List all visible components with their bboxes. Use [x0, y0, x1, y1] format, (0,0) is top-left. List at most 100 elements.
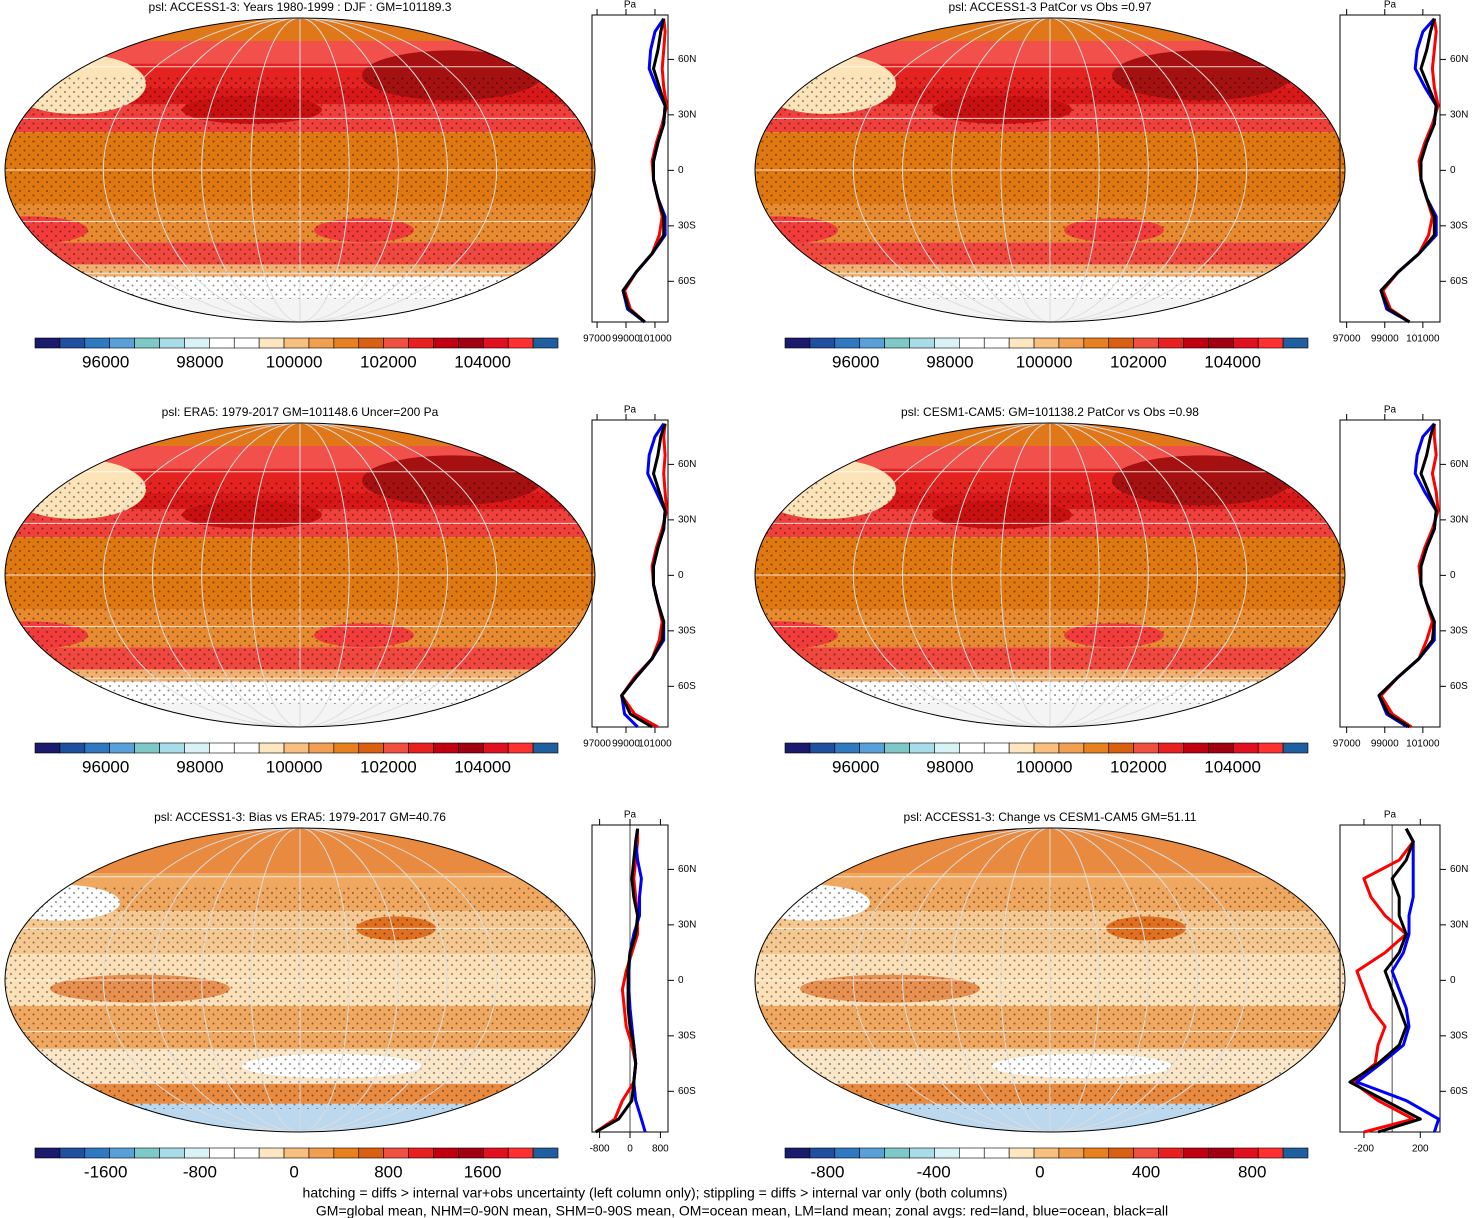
colorbar-box — [482, 742, 509, 754]
y-tick-label: 0 — [1450, 570, 1456, 581]
zonal-line — [1351, 827, 1415, 1134]
colorbar-box — [1008, 1147, 1035, 1159]
colorbar-label: 102000 — [360, 352, 417, 371]
map-meridian — [951, 828, 1149, 1132]
y-tick-label: 30S — [678, 1030, 696, 1041]
colorbar-box — [84, 1147, 111, 1159]
x-tick-label: 97000 — [1333, 739, 1361, 750]
colorbar-box — [959, 742, 985, 754]
colorbar-box — [233, 1147, 260, 1159]
colorbar-label: 104000 — [1204, 352, 1261, 371]
x-axis-label: Pa — [1384, 0, 1397, 11]
colorbar-label: 100000 — [266, 757, 323, 776]
colorbar-box — [1008, 742, 1035, 754]
colorbar-box — [308, 337, 335, 349]
y-tick-label: 0 — [678, 975, 684, 986]
colorbar-box — [1257, 742, 1284, 754]
colorbar-box — [1008, 337, 1035, 349]
colorbar-box — [1158, 337, 1184, 349]
x-tick-label: 99000 — [612, 334, 640, 345]
zonal-line — [1381, 18, 1440, 324]
colorbar-label: 96000 — [832, 352, 879, 371]
colorbar-box — [1083, 1147, 1110, 1159]
colorbar-box — [1108, 742, 1134, 754]
colorbar-box — [834, 742, 861, 754]
colorbar-box — [1232, 1147, 1259, 1159]
colorbar-box — [884, 337, 910, 349]
y-tick-label: 0 — [1450, 975, 1456, 986]
x-tick-label: 101000 — [638, 334, 672, 345]
colorbar-box — [283, 337, 310, 349]
zonal-line — [620, 423, 667, 729]
y-tick-label: 60N — [1450, 54, 1468, 65]
y-tick-label: 60S — [1450, 276, 1468, 287]
colorbar-label: 102000 — [360, 757, 417, 776]
zonal-line — [1379, 423, 1440, 729]
colorbar-box — [1033, 337, 1060, 349]
colorbar-label: 100000 — [266, 352, 323, 371]
colorbar-box — [909, 1147, 935, 1159]
colorbar-box — [884, 1147, 910, 1159]
zonal-line — [1348, 827, 1422, 1134]
colorbar-label: 96000 — [82, 757, 129, 776]
colorbar-label: 102000 — [1110, 757, 1167, 776]
colorbar-box — [308, 1147, 335, 1159]
colorbar-label: 400 — [1132, 1162, 1160, 1181]
colorbar-box — [1232, 337, 1259, 349]
colorbar-label: 98000 — [926, 352, 973, 371]
colorbar-box — [1183, 742, 1209, 754]
map-meridian — [902, 423, 1198, 727]
x-tick-label: 800 — [652, 1144, 669, 1155]
colorbar-box — [59, 1147, 86, 1159]
colorbar-box — [1058, 337, 1085, 349]
colorbar-box — [34, 337, 61, 349]
colorbar-box — [809, 337, 836, 349]
x-axis-label: Pa — [624, 405, 637, 416]
colorbar-box — [1133, 742, 1159, 754]
zonal-line — [620, 423, 669, 729]
colorbar-box — [383, 742, 409, 754]
colorbar-box — [1108, 1147, 1134, 1159]
panel-title: psl: ACCESS1-3 PatCor vs Obs =0.97 — [948, 0, 1151, 14]
colorbar-box — [84, 337, 111, 349]
colorbar-box — [909, 742, 935, 754]
zonal-frame — [1339, 14, 1441, 323]
map-meridian — [1000, 828, 1100, 1132]
colorbar-box — [109, 742, 135, 754]
y-tick-label: 60S — [1450, 681, 1468, 692]
panel-title: psl: ERA5: 1979-2017 GM=101148.6 Uncer=2… — [162, 405, 439, 419]
x-tick-label: 0 — [627, 1144, 633, 1155]
colorbar-box — [784, 1147, 811, 1159]
y-tick-label: 30S — [1450, 625, 1468, 636]
panel-title: psl: ACCESS1-3: Change vs CESM1-CAM5 GM=… — [904, 810, 1197, 824]
colorbar-box — [784, 742, 811, 754]
map-meridian — [951, 423, 1149, 727]
map-meridian — [1000, 18, 1100, 322]
colorbar-box — [532, 1147, 559, 1159]
colorbar-label: 104000 — [454, 757, 511, 776]
colorbar-box — [1208, 742, 1234, 754]
colorbar-label: 104000 — [1204, 757, 1261, 776]
x-tick-label: -200 — [1354, 1144, 1374, 1155]
colorbar-box — [433, 1147, 459, 1159]
colorbar-box — [258, 1147, 285, 1159]
colorbar-box — [1257, 337, 1284, 349]
footer-line: hatching = diffs > internal var+obs unce… — [303, 1185, 1008, 1201]
colorbar-box — [983, 742, 1010, 754]
colorbar-box — [1108, 337, 1134, 349]
panel: psl: ERA5: 1979-2017 GM=101148.6 Uncer=2… — [4, 405, 696, 776]
colorbar-box — [59, 742, 86, 754]
map-border — [4, 17, 596, 323]
colorbar-box — [482, 1147, 509, 1159]
y-tick-label: 30N — [678, 515, 696, 526]
colorbar-label: 0 — [1035, 1162, 1044, 1181]
map — [755, 828, 1345, 1132]
x-axis-label: Pa — [1384, 810, 1397, 821]
zonal-line — [1379, 18, 1438, 324]
map-meridian — [902, 18, 1198, 322]
colorbar-box — [532, 337, 559, 349]
map — [755, 423, 1345, 727]
colorbar-box — [934, 1147, 960, 1159]
map-meridian — [852, 18, 1248, 322]
